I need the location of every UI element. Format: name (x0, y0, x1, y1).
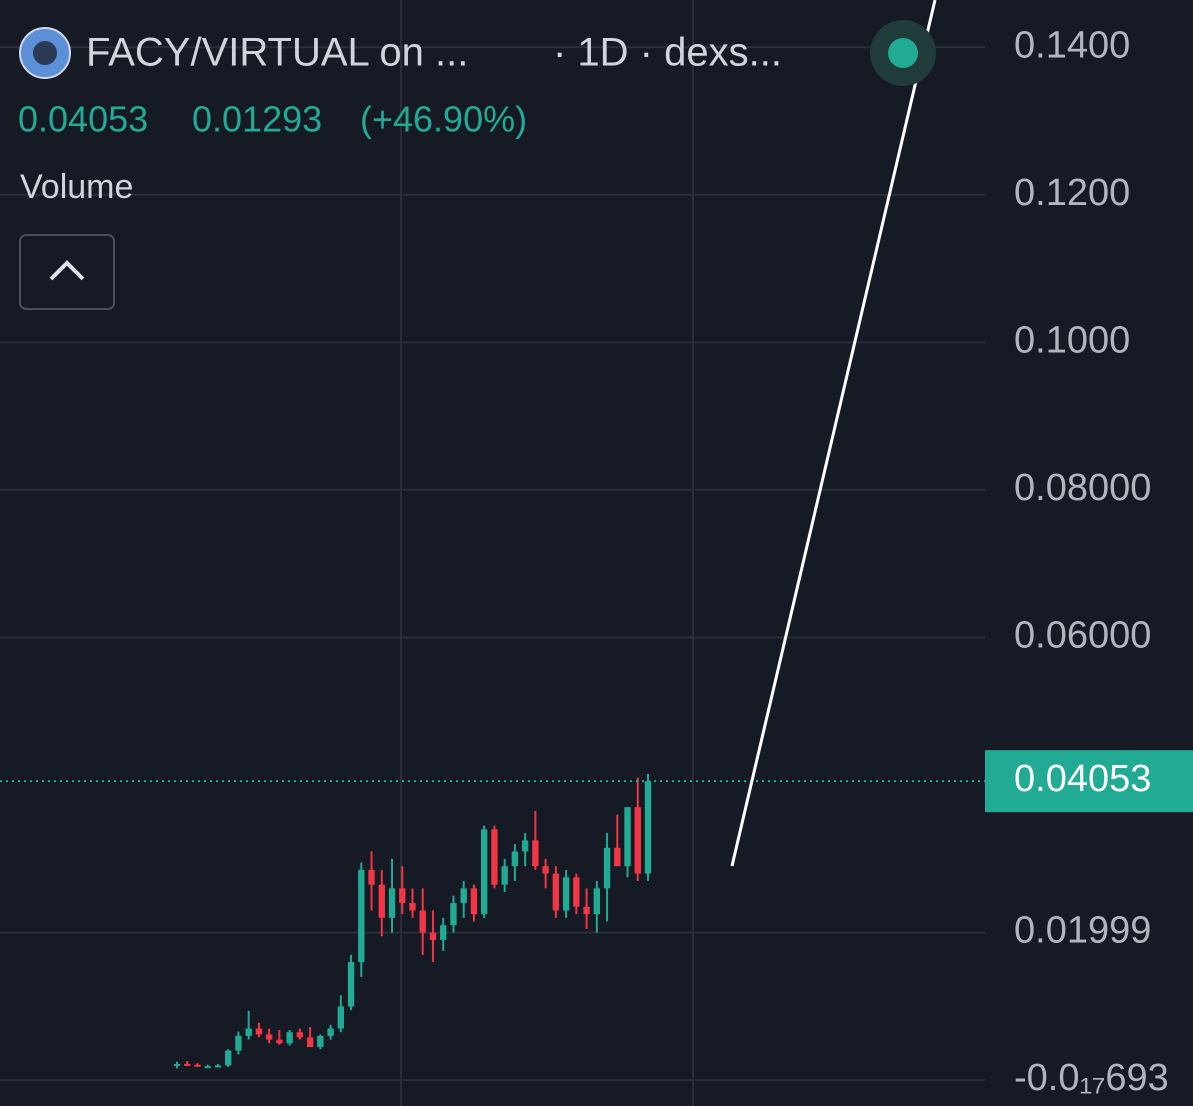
candle-body (265, 1034, 273, 1040)
status-dot[interactable] (888, 38, 918, 68)
candle-body (521, 840, 529, 852)
candle-body (204, 1066, 211, 1069)
candle-body (337, 1006, 345, 1029)
last-price-label: 0.04053 (1014, 758, 1151, 800)
candle-body (429, 932, 437, 940)
collapse-button[interactable] (19, 234, 115, 310)
last-price-box (985, 750, 1193, 813)
y-tick-label: 0.01999 (1014, 910, 1151, 952)
candle-body (327, 1028, 334, 1036)
candle-body (583, 906, 590, 915)
candle-body (440, 925, 447, 940)
candle-body (235, 1035, 242, 1051)
candle-body (532, 840, 539, 867)
candle-body (296, 1032, 304, 1038)
candle-body (276, 1039, 283, 1044)
y-tick-label: 0.1400 (1014, 24, 1130, 66)
chart-title: FACY/VIRTUAL on ... (86, 31, 468, 75)
candle-body (470, 888, 478, 915)
candle-body (450, 903, 457, 926)
candle-body (358, 869, 365, 963)
candle-body (634, 807, 641, 874)
candle-body (214, 1065, 222, 1068)
token-icon-face (33, 41, 57, 65)
indicator-label: Volume (20, 168, 133, 206)
candle-body (593, 888, 600, 915)
candle-body (562, 877, 570, 911)
collapse-arrow (49, 260, 85, 281)
candle-body (286, 1032, 293, 1044)
candle-body (399, 888, 406, 904)
candle-body (644, 781, 652, 874)
candle-body (501, 866, 508, 885)
candle-body (573, 877, 580, 907)
candle-body (225, 1050, 232, 1066)
candle-body (368, 869, 375, 885)
candle-body (194, 1064, 201, 1067)
candle-body (603, 847, 611, 889)
y-tick-label: -0.0₁₇693 (1014, 1057, 1169, 1099)
candle-body (245, 1028, 252, 1036)
candle-body (184, 1063, 191, 1066)
chart-subtitle: · 1D · dexs... (553, 31, 782, 75)
trend-line[interactable] (730, 0, 937, 867)
candle-body (419, 910, 426, 933)
candle-body (409, 903, 416, 911)
candle-body (624, 807, 631, 867)
candle-body (552, 873, 560, 911)
y-tick-label: 0.1200 (1014, 172, 1130, 214)
price-change-pct: (+46.90%) (360, 99, 527, 140)
candle-body (460, 888, 467, 904)
candle-body (378, 884, 385, 918)
candle-body (511, 851, 519, 867)
y-tick-label: 0.08000 (1014, 467, 1151, 509)
candle-body (491, 829, 498, 885)
candle-body (317, 1035, 324, 1047)
candle-body (480, 829, 488, 915)
candle-body (347, 962, 355, 1007)
candle-body (306, 1037, 314, 1047)
y-tick-label: 0.06000 (1014, 615, 1151, 657)
candle-body (614, 847, 621, 867)
last-price: 0.04053 (18, 99, 148, 140)
candle-body (542, 866, 549, 874)
candle-body (255, 1028, 263, 1035)
y-tick-label: 0.1000 (1014, 319, 1130, 361)
candle-body (173, 1063, 181, 1066)
price-change: 0.01293 (192, 99, 322, 140)
candle-body (388, 888, 396, 918)
